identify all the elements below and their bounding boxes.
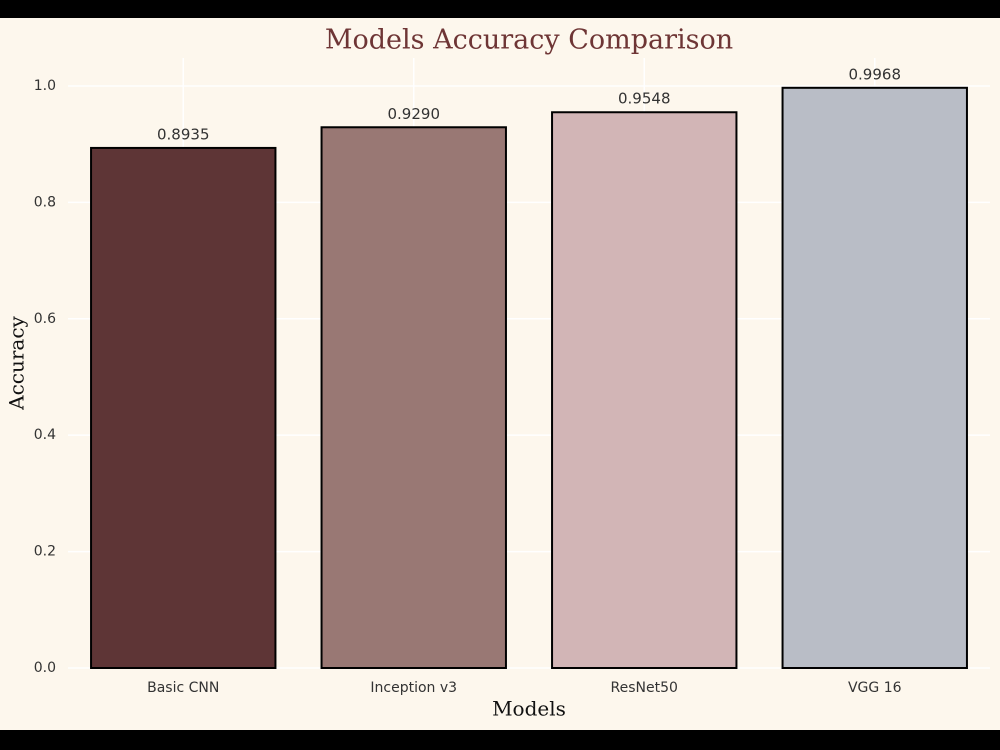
- bar: [551, 111, 738, 669]
- x-axis-label: Models: [492, 697, 566, 721]
- x-tick-label: Basic CNN: [147, 680, 219, 696]
- bar: [90, 146, 277, 670]
- x-tick-label: Inception v3: [370, 680, 457, 696]
- bar: [781, 86, 968, 670]
- data-label: 0.9548: [618, 90, 671, 108]
- y-tick-label: 0.0: [34, 660, 56, 676]
- y-tick-label: 1.0: [34, 78, 56, 94]
- y-tick-label: 0.2: [34, 544, 56, 560]
- chart-title: Models Accuracy Comparison: [325, 25, 733, 56]
- bar: [320, 126, 507, 670]
- x-tick-label: ResNet50: [611, 680, 678, 696]
- data-label: 0.9968: [849, 65, 902, 83]
- data-label: 0.9290: [388, 105, 441, 123]
- y-tick-label: 0.8: [34, 194, 56, 210]
- y-axis-label: Accuracy: [5, 315, 29, 410]
- data-label: 0.8935: [157, 125, 210, 143]
- y-tick-label: 0.6: [34, 311, 56, 327]
- x-tick-label: VGG 16: [848, 680, 902, 696]
- y-tick-label: 0.4: [34, 427, 56, 443]
